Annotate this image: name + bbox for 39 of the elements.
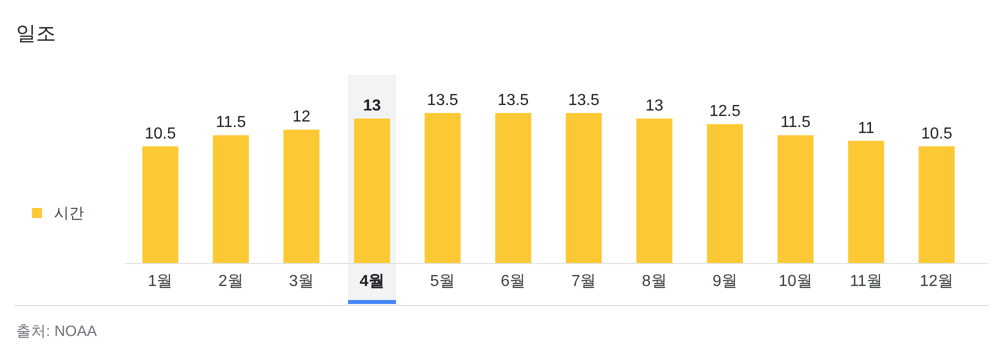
bar [636, 118, 672, 263]
x-tick-label: 3월 [289, 273, 314, 290]
bar [212, 135, 249, 263]
bar [495, 113, 532, 263]
x-tick-label: 7월 [571, 273, 596, 290]
legend-label: 시간 [54, 205, 84, 222]
x-tick-label: 9월 [712, 273, 738, 290]
x-tick-label: 10월 [778, 273, 812, 290]
bar [142, 146, 178, 263]
bar [848, 140, 884, 263]
x-tick-label: 4월 [360, 273, 384, 290]
bar [918, 146, 955, 263]
data-label: 13.5 [427, 92, 458, 109]
x-tick-label: 1월 [148, 273, 173, 290]
bar [424, 113, 461, 263]
data-label: 10.5 [144, 125, 176, 142]
bar [354, 118, 390, 263]
data-label: 11.5 [780, 114, 811, 132]
data-label: 13 [363, 98, 382, 115]
data-label: 11 [858, 120, 875, 137]
bar [566, 113, 602, 263]
data-label: 11.5 [216, 114, 246, 132]
data-label: 13 [645, 98, 664, 115]
bar [778, 135, 814, 263]
x-tick-label: 2월 [218, 273, 244, 290]
bar [283, 130, 320, 263]
x-tick-label: 8월 [642, 273, 667, 290]
x-tick-label: 5월 [430, 273, 456, 290]
chart-title: 일조 [16, 23, 56, 45]
x-tick-label: 12월 [920, 273, 954, 290]
bar [706, 124, 743, 263]
x-tick-label: 11월 [850, 273, 882, 290]
data-label: 10.5 [921, 125, 952, 142]
x-tick-label: 6월 [500, 273, 526, 290]
data-label: 12 [292, 108, 310, 126]
data-label: 12.5 [709, 103, 741, 120]
data-label: 13.5 [498, 92, 529, 109]
source-note: 출처: NOAA [16, 323, 97, 340]
data-label: 13.5 [568, 92, 600, 109]
